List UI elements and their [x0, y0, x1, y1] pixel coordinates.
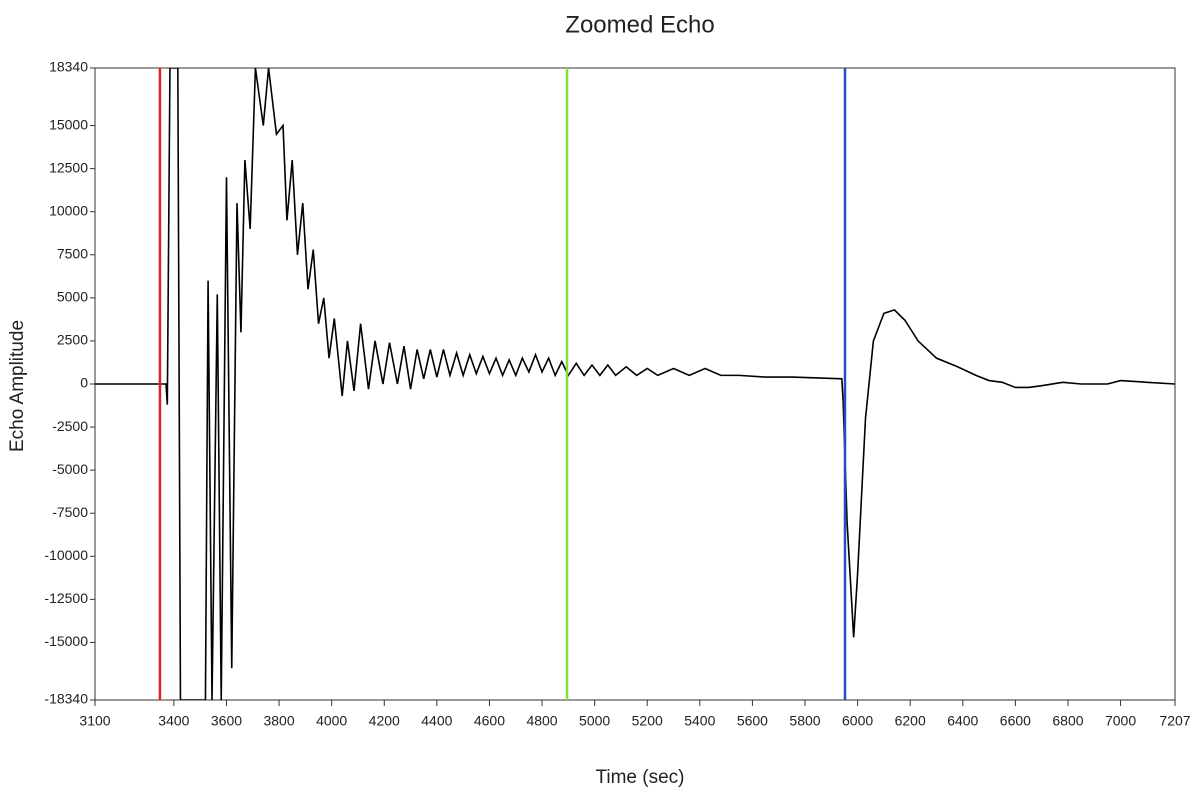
y-tick-label: 5000 [57, 289, 88, 305]
y-tick-label: 15000 [49, 116, 88, 132]
y-tick-label: 12500 [49, 159, 88, 175]
x-tick-label: 4800 [526, 713, 557, 729]
x-tick-label: 4200 [369, 713, 400, 729]
plot-frame [94, 67, 1176, 701]
y-tick-label: 18340 [49, 59, 88, 75]
x-axis-label: Time (sec) [595, 767, 684, 788]
x-tick-label: 5600 [737, 713, 768, 729]
y-tick-label: 10000 [49, 202, 88, 218]
x-tick-label: 3800 [263, 713, 294, 729]
y-tick-label: -7500 [52, 504, 88, 520]
x-tick-label: 6400 [947, 713, 978, 729]
y-tick-label: -10000 [44, 547, 88, 563]
x-tick-label: 3100 [79, 713, 110, 729]
x-tick-label: 4400 [421, 713, 452, 729]
plot-area [95, 68, 1175, 700]
x-tick-label: 5400 [684, 713, 715, 729]
x-tick-label: 6600 [1000, 713, 1031, 729]
x-tick-label: 7000 [1105, 713, 1136, 729]
y-tick-label: 7500 [57, 245, 88, 261]
x-tick-label: 4600 [474, 713, 505, 729]
x-tick-label: 6200 [895, 713, 926, 729]
x-tick-label: 5000 [579, 713, 610, 729]
x-tick-label: 6000 [842, 713, 873, 729]
y-tick-label: -2500 [52, 418, 88, 434]
y-tick-label: -12500 [44, 590, 88, 606]
chart-title: Zoomed Echo [565, 11, 714, 38]
x-tick-label: 4000 [316, 713, 347, 729]
y-tick-label: 2500 [57, 332, 88, 348]
y-axis-label: Echo Amplitude [7, 320, 28, 452]
x-tick-label: 3400 [158, 713, 189, 729]
x-tick-label: 7207 [1159, 713, 1190, 729]
y-tick-label: -18340 [44, 691, 88, 707]
x-tick-label: 6800 [1052, 713, 1083, 729]
echo-line [95, 68, 1175, 700]
y-tick-label: -15000 [44, 633, 88, 649]
x-tick-label: 5200 [632, 713, 663, 729]
x-tick-label: 3600 [211, 713, 242, 729]
y-tick-label: 0 [80, 375, 88, 391]
x-tick-label: 5800 [789, 713, 820, 729]
y-tick-label: -5000 [52, 461, 88, 477]
